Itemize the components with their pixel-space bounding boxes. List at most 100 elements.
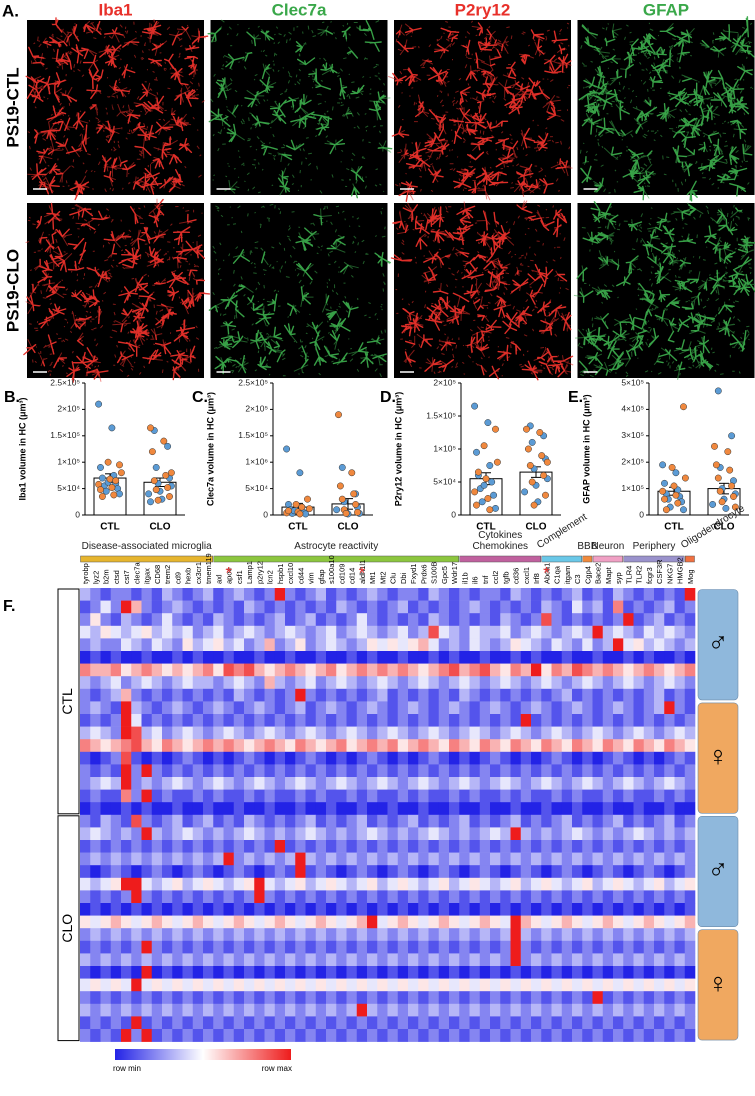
data-point: [148, 448, 156, 456]
data-point: [484, 495, 492, 502]
heatmap-cell: [459, 814, 470, 828]
heatmap-cell: [162, 840, 173, 853]
heatmap-cell: [233, 814, 245, 828]
heatmap-cell: [254, 663, 265, 677]
heatmap-cell: [520, 663, 532, 677]
heatmap-cell: [192, 714, 204, 727]
heatmap-cell: [121, 600, 132, 614]
heatmap-cell: [264, 764, 276, 778]
heatmap-cell: [633, 802, 645, 816]
heatmap-cell: [510, 877, 522, 891]
heatmap-cell: [510, 903, 522, 916]
heatmap-cell: [541, 789, 552, 803]
data-point: [726, 466, 734, 474]
heatmap-cell: [664, 940, 675, 954]
heatmap-cell: [121, 840, 132, 853]
heatmap-cell: [623, 613, 634, 627]
heatmap-cell: [172, 928, 183, 942]
data-point: [731, 503, 739, 511]
heatmap-cell: [305, 726, 317, 740]
heatmap-cell: [592, 852, 604, 866]
heatmap-cell: [121, 928, 132, 942]
heatmap-cell: [500, 600, 511, 614]
heatmap-cell: [602, 865, 614, 879]
heatmap-cell: [336, 865, 347, 879]
heatmap-cell: [592, 625, 604, 639]
heatmap-cell: [264, 840, 276, 853]
heatmap-cell: [121, 966, 132, 979]
heatmap-cell: [233, 764, 245, 778]
heatmap-cell: [203, 802, 214, 816]
heatmap-cell: [623, 701, 634, 715]
heatmap-cell: [151, 814, 163, 828]
heatmap-cell: [602, 953, 614, 967]
heatmap-cell: [397, 714, 409, 727]
data-point: [486, 506, 494, 514]
heatmap-cell: [428, 663, 440, 677]
heatmap-cell: [305, 777, 317, 790]
heatmap-cell: [520, 676, 532, 690]
heatmap-cell: [326, 940, 337, 954]
heatmap-cell: [623, 852, 634, 866]
heatmap-cell: [80, 625, 91, 639]
heatmap-cell: [356, 991, 368, 1005]
heatmap-cell: [643, 726, 655, 740]
significance-mark: *: [543, 563, 550, 582]
heatmap-cell: [438, 638, 450, 652]
heatmap-cell: [684, 802, 696, 816]
heatmap-cell: [254, 751, 265, 765]
heatmap-cell: [387, 877, 399, 891]
heatmap-cell: [172, 638, 183, 652]
heatmap-cell: [408, 688, 419, 702]
heatmap-cell: [469, 903, 481, 916]
heatmap-cell: [561, 953, 573, 967]
heatmap-cell: [295, 840, 306, 853]
y-tick-label: 5×10⁴: [433, 476, 456, 486]
heatmap-cell: [438, 701, 450, 715]
heatmap-cell: [490, 714, 501, 727]
heatmap-cell: [172, 852, 183, 866]
heatmap-cell: [592, 802, 604, 816]
heatmap-cell: [582, 928, 593, 942]
gene-label: Lamp1: [245, 561, 254, 584]
heatmap-cell: [387, 852, 399, 866]
heatmap-cell: [449, 928, 460, 942]
heatmap-cell: [80, 1003, 91, 1017]
heatmap-cell: [438, 827, 450, 841]
heatmap-cell: [418, 739, 429, 753]
heatmap-cell: [295, 1016, 306, 1030]
heatmap-cell: [90, 588, 101, 601]
heatmap-cell: [541, 613, 552, 627]
heatmap-cell: [233, 789, 245, 803]
data-point: [528, 478, 536, 486]
heatmap-cell: [80, 966, 91, 979]
heatmap-cell: [326, 865, 337, 879]
heatmap-cell: [633, 663, 645, 677]
heatmap-cell: [531, 688, 542, 702]
data-point: [711, 442, 718, 450]
heatmap-cell: [336, 978, 347, 992]
heatmap-cell: [213, 1016, 224, 1030]
heatmap-cell: [203, 903, 214, 916]
heatmap-cell: [572, 852, 583, 866]
heatmap-cell: [674, 915, 686, 929]
heatmap-cell: [141, 802, 153, 816]
heatmap-cell: [397, 588, 409, 601]
heatmap-cell: [613, 928, 624, 942]
heatmap-cell: [428, 789, 440, 803]
heatmap-cell: [469, 1029, 481, 1042]
heatmap-cell: [418, 638, 429, 652]
heatmap-cell: [654, 613, 665, 627]
heatmap-cell: [182, 613, 194, 627]
heatmap-cell: [346, 802, 358, 816]
heatmap-cell: [367, 827, 378, 841]
heatmap-cell: [254, 978, 265, 992]
heatmap-cell: [561, 966, 573, 979]
heatmap-cell: [172, 890, 183, 904]
heatmap-cell: [223, 915, 235, 929]
heatmap-cell: [654, 701, 665, 715]
heatmap-cell: [141, 751, 153, 765]
heatmap-cell: [643, 588, 655, 601]
heatmap-cell: [110, 903, 122, 916]
heatmap-cell: [121, 915, 132, 929]
